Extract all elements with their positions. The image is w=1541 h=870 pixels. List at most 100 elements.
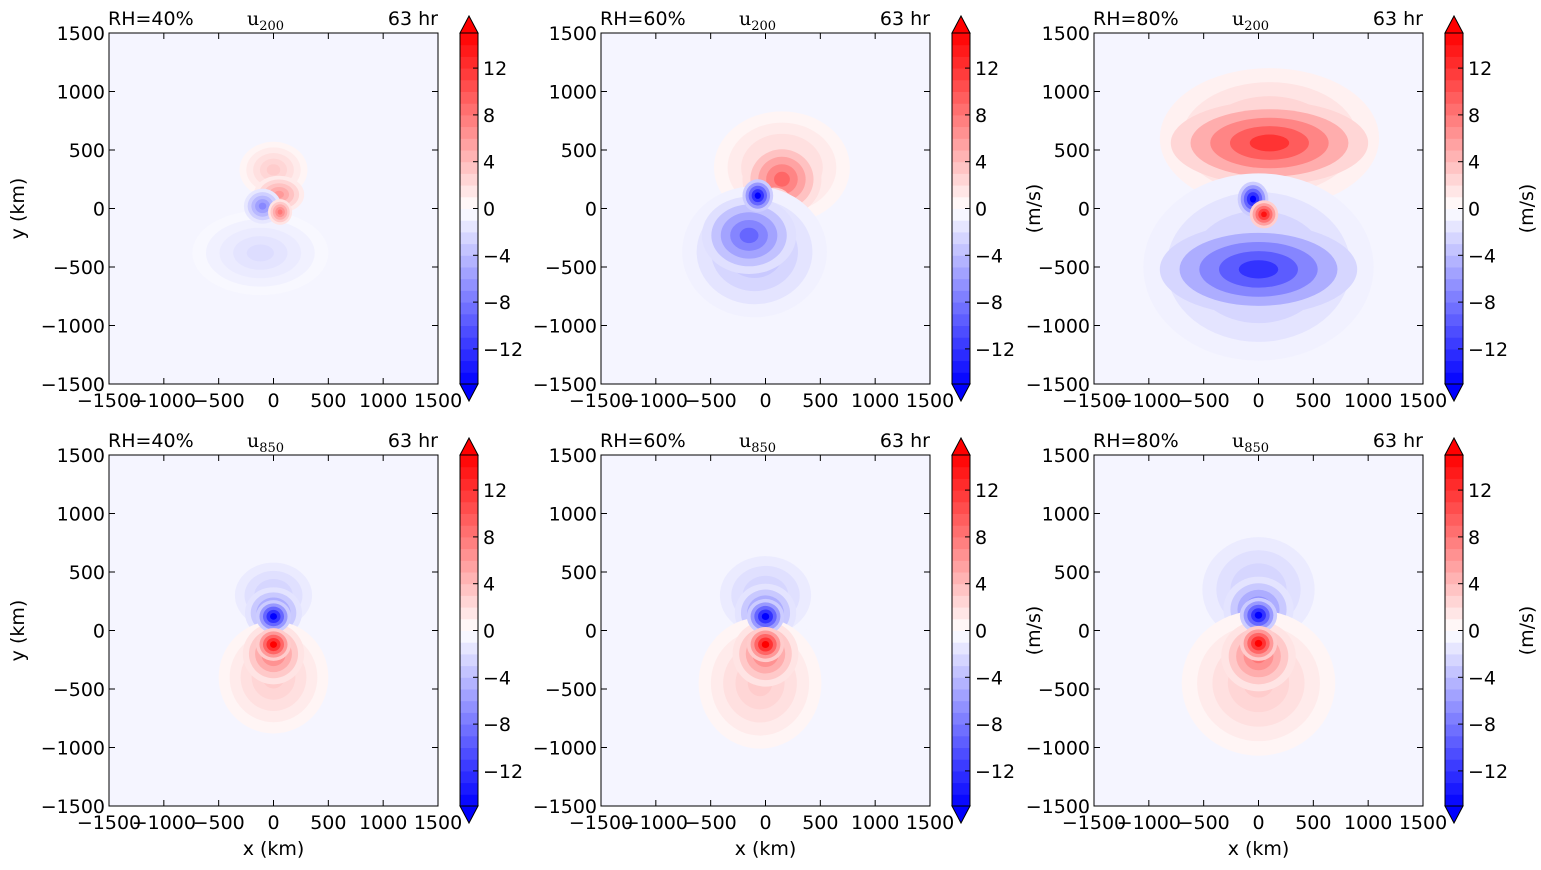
y-tick-label: −1500 bbox=[533, 374, 597, 396]
colorbar-bin bbox=[460, 220, 478, 233]
x-tick-label: −1000 bbox=[624, 812, 688, 834]
colorbar-bin bbox=[1445, 513, 1463, 526]
colorbar-bin bbox=[952, 595, 970, 608]
colorbar-bin bbox=[1445, 735, 1463, 748]
colorbar-bin bbox=[1445, 220, 1463, 233]
colorbar-tick-label: −8 bbox=[483, 714, 511, 736]
colorbar-bin bbox=[1445, 478, 1463, 491]
colorbar-bin bbox=[1445, 313, 1463, 326]
colorbar-bin bbox=[1445, 466, 1463, 479]
colorbar-bin bbox=[952, 770, 970, 784]
x-tick-label: −1000 bbox=[132, 812, 196, 834]
title-left: RH=60% bbox=[600, 8, 686, 30]
colorbar-bin bbox=[1445, 267, 1463, 280]
y-tick-label: −1500 bbox=[41, 374, 105, 396]
colorbar-bin bbox=[1445, 490, 1463, 503]
colorbar-tick-label: 8 bbox=[483, 105, 495, 127]
panel-u200-rh40: −1500−1000−500 0 500 1000 1500−1500−1000−500… bbox=[7, 8, 523, 412]
title-level: 200 bbox=[259, 19, 284, 34]
colorbar-label: (m/s) bbox=[1023, 184, 1045, 234]
y-tick-label: 500 bbox=[69, 562, 105, 584]
colorbar-bin bbox=[952, 513, 970, 526]
x-tick-label: 1000 bbox=[851, 390, 899, 412]
y-tick-label: 0 bbox=[585, 199, 597, 221]
colorbar-bin bbox=[460, 759, 478, 772]
colorbar-bin bbox=[952, 302, 970, 315]
title-level: 850 bbox=[259, 441, 284, 456]
y-tick-label: 1500 bbox=[549, 23, 597, 45]
x-tick-label: 1000 bbox=[1344, 812, 1392, 834]
colorbar-bin bbox=[460, 208, 478, 221]
field bbox=[1094, 455, 1423, 806]
colorbar-bin bbox=[1445, 196, 1463, 209]
y-tick-label: 500 bbox=[1054, 562, 1090, 584]
title-right: 63 hr bbox=[880, 8, 930, 30]
y-tick-label: −500 bbox=[1038, 679, 1090, 701]
x-tick-label: −1500 bbox=[1062, 812, 1126, 834]
colorbar-bin bbox=[460, 290, 478, 303]
colorbar-bin bbox=[460, 185, 478, 198]
colorbar-bin bbox=[460, 91, 478, 104]
colorbar-bin bbox=[952, 220, 970, 233]
colorbar-bin bbox=[460, 348, 478, 362]
colorbar-bin bbox=[952, 173, 970, 186]
colorbar-bin bbox=[952, 185, 970, 198]
x-tick-label: −500 bbox=[685, 812, 737, 834]
colorbar: −12 −8 −4 0 4 8 12 (m/s) bbox=[1444, 436, 1538, 825]
y-tick-label: −500 bbox=[53, 257, 105, 279]
colorbar-bin bbox=[952, 290, 970, 303]
colorbar-bin bbox=[952, 161, 970, 174]
x-tick-label: 500 bbox=[802, 812, 838, 834]
x-tick-label: 1500 bbox=[1399, 390, 1447, 412]
colorbar-bin bbox=[460, 360, 478, 373]
colorbar-bin bbox=[460, 196, 478, 209]
y-tick-label: 1000 bbox=[57, 504, 105, 526]
colorbar-extend-max bbox=[951, 436, 971, 456]
x-tick-label: −500 bbox=[193, 390, 245, 412]
colorbar-bin bbox=[460, 653, 478, 667]
colorbar-bin bbox=[952, 607, 970, 620]
title-right: 63 hr bbox=[1373, 8, 1423, 30]
x-tick-label: 500 bbox=[1295, 812, 1331, 834]
y-tick-label: 0 bbox=[93, 621, 105, 643]
colorbar-bin bbox=[1445, 126, 1463, 139]
colorbar-bin bbox=[460, 337, 478, 350]
colorbar-bin bbox=[952, 583, 970, 596]
colorbar-tick-label: 4 bbox=[1468, 152, 1480, 174]
colorbar-bin bbox=[460, 642, 478, 655]
x-tick-label: −1500 bbox=[77, 390, 141, 412]
colorbar-bin bbox=[1445, 501, 1463, 514]
colorbar-extend-max bbox=[951, 14, 971, 34]
colorbar-bin bbox=[952, 68, 970, 81]
colorbar-bin bbox=[952, 794, 970, 807]
contour-3-4 bbox=[258, 202, 267, 210]
y-tick-label: 0 bbox=[585, 621, 597, 643]
colorbar-tick-label: 4 bbox=[975, 152, 987, 174]
colorbar-tick-label: 8 bbox=[975, 105, 987, 127]
colorbar-bin bbox=[1445, 677, 1463, 690]
y-tick-label: 0 bbox=[1078, 621, 1090, 643]
title-variable: u bbox=[1232, 430, 1244, 452]
colorbar-bin bbox=[1445, 607, 1463, 620]
colorbar-bin bbox=[952, 138, 970, 151]
colorbar-extend-min bbox=[1444, 805, 1464, 825]
colorbar-bin bbox=[1445, 278, 1463, 291]
contour-5-4 bbox=[1261, 211, 1267, 218]
colorbar-bin bbox=[1445, 44, 1463, 57]
colorbar-label: (m/s) bbox=[1516, 606, 1538, 656]
colorbar-tick-label: 8 bbox=[975, 527, 987, 549]
colorbar-bin bbox=[1445, 243, 1463, 256]
colorbar-bin bbox=[460, 572, 478, 585]
colorbar-bin bbox=[460, 313, 478, 326]
colorbar-bin bbox=[1445, 360, 1463, 373]
colorbar-bin bbox=[952, 747, 970, 760]
colorbar-bin bbox=[460, 114, 478, 128]
colorbar-bin bbox=[460, 782, 478, 795]
colorbar-bin bbox=[1445, 348, 1463, 362]
colorbar-bin bbox=[460, 126, 478, 139]
contour-4-4 bbox=[1249, 195, 1257, 203]
colorbar-bin bbox=[952, 759, 970, 772]
colorbar-bin bbox=[1445, 337, 1463, 350]
x-axis-label: x (km) bbox=[1228, 838, 1290, 860]
colorbar-bin bbox=[952, 325, 970, 338]
